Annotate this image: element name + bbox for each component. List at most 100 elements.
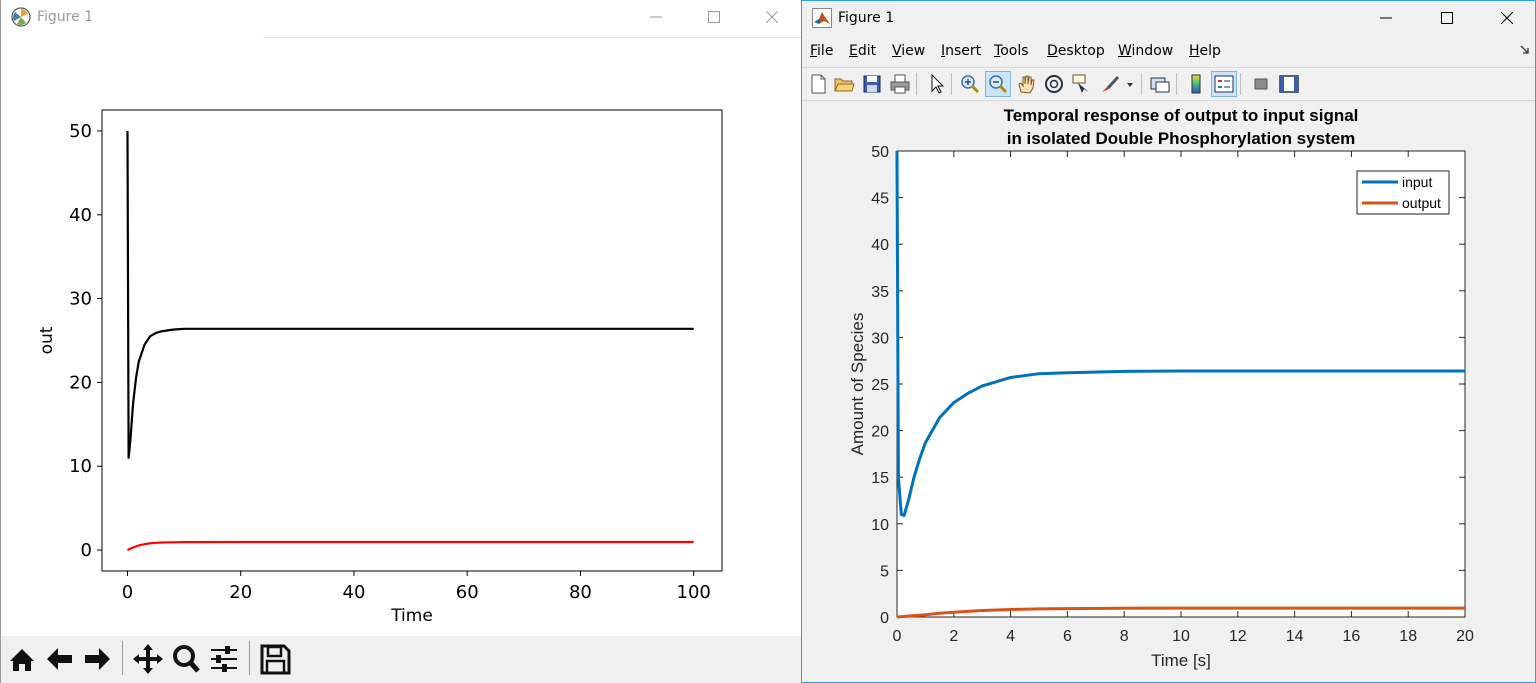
legend-label-input: input	[1402, 174, 1432, 190]
dock-arrow-icon[interactable]	[1520, 45, 1530, 55]
show-plot-tools-icon[interactable]	[1277, 72, 1301, 96]
y-tick-label: 20	[69, 372, 92, 393]
pan-move-icon	[133, 644, 163, 674]
brush-icon[interactable]	[1098, 72, 1122, 96]
y-tick-label: 30	[69, 289, 92, 310]
toolbar-separator	[1240, 73, 1241, 95]
series-line-output	[896, 606, 1465, 619]
new-figure-icon[interactable]	[806, 72, 830, 96]
minimize-icon	[1380, 17, 1392, 19]
back-button[interactable]	[43, 641, 77, 677]
x-axis-label: Time [s]	[1151, 651, 1211, 670]
x-tick-label: 60	[456, 582, 479, 603]
colorbar-icon[interactable]	[1184, 72, 1208, 96]
zoom-out-icon[interactable]	[985, 71, 1011, 97]
toolbar-separator	[916, 73, 917, 95]
right-line-chart: 0 2 4 6 8 10 12 14 16 18 20 0 5 10 15 20 25 30 35 40 45 50 Tem…	[848, 106, 1474, 670]
title-divider	[263, 37, 801, 38]
save-disk-icon	[260, 644, 291, 675]
x-tick-label: 16	[1343, 628, 1361, 645]
y-tick-label: 15	[871, 470, 889, 487]
configure-subplots-icon	[211, 646, 237, 672]
zoom-button[interactable]	[169, 641, 203, 677]
forward-button[interactable]	[80, 641, 114, 677]
toolbar-separator	[1176, 73, 1177, 95]
menu-tools[interactable]: Tools	[994, 43, 1029, 59]
y-tick-label: 0	[880, 610, 889, 627]
legend-frame	[1356, 170, 1450, 215]
maximize-icon	[1441, 12, 1453, 24]
series-line-1	[127, 540, 694, 552]
chart-title-line: in isolated Double Phosphorylation syste…	[1007, 129, 1356, 148]
y-tick-label: 25	[871, 377, 889, 394]
left-close-button[interactable]	[743, 0, 801, 34]
y-tick-label: 50	[871, 144, 889, 161]
open-file-icon[interactable]	[832, 72, 856, 96]
link-plot-icon[interactable]	[1148, 72, 1172, 96]
x-tick-label: 4	[1006, 628, 1015, 645]
y-tick-label: 30	[871, 330, 889, 347]
right-maximize-button[interactable]	[1418, 1, 1476, 35]
y-tick-label: 40	[871, 237, 889, 254]
legend-label-output: output	[1402, 195, 1441, 211]
edit-plot-arrow-icon[interactable]	[924, 72, 948, 96]
toolbar-separator	[249, 641, 250, 675]
home-button[interactable]	[5, 641, 39, 677]
matplotlib-toolbar	[1, 636, 802, 683]
configure-subplots-button[interactable]	[207, 641, 241, 677]
close-icon	[1501, 12, 1513, 24]
y-axis-label: Amount of Species	[848, 313, 867, 456]
x-tick-label: 14	[1286, 628, 1304, 645]
close-icon	[766, 11, 778, 23]
zoom-magnifier-icon	[173, 645, 200, 673]
pan-button[interactable]	[131, 641, 165, 677]
back-arrow-icon	[47, 648, 72, 670]
menu-insert[interactable]: Insert	[941, 43, 982, 59]
y-tick-label: 40	[69, 205, 92, 226]
maximize-icon	[708, 11, 720, 23]
menu-edit[interactable]: Edit	[849, 43, 877, 59]
x-tick-label: 2	[949, 628, 958, 645]
left-titlebar[interactable]: Figure 1	[1, 0, 801, 36]
brush-dropdown-icon[interactable]	[1124, 72, 1136, 96]
x-tick-label: 8	[1120, 628, 1129, 645]
minimize-icon	[650, 16, 662, 18]
left-maximize-button[interactable]	[685, 0, 743, 34]
y-tick-label: 35	[871, 284, 889, 301]
menu-view[interactable]: View	[892, 43, 926, 59]
y-tick-label: 10	[871, 517, 889, 534]
menu-desktop[interactable]: Desktop	[1047, 43, 1105, 59]
zoom-in-icon[interactable]	[958, 72, 982, 96]
right-close-button[interactable]	[1478, 1, 1536, 35]
forward-arrow-icon	[85, 648, 110, 670]
x-axis-label: Time	[390, 606, 433, 626]
matplotlib-figure-window: Figure 1 0 20 40 60 80 100 0 10 20 30 40 50 Time out	[0, 0, 802, 683]
print-icon[interactable]	[888, 72, 912, 96]
legend-icon[interactable]	[1211, 71, 1237, 97]
plot-area-frame	[101, 109, 723, 572]
x-tick-label: 18	[1399, 628, 1417, 645]
menu-bar: File Edit View Insert Tools Desktop Wind…	[802, 39, 1535, 63]
pan-hand-icon[interactable]	[1014, 72, 1038, 96]
data-cursor-icon[interactable]	[1070, 72, 1094, 96]
x-tick-label: 80	[569, 582, 592, 603]
toolbar-separator	[951, 73, 952, 95]
x-tick-label: 40	[343, 582, 366, 603]
right-minimize-button[interactable]	[1357, 1, 1415, 35]
toolbar-separator	[122, 641, 123, 675]
menu-file[interactable]: File	[810, 43, 834, 59]
menu-help[interactable]: Help	[1189, 43, 1221, 59]
x-tick-label: 6	[1063, 628, 1072, 645]
save-icon[interactable]	[860, 72, 884, 96]
hide-plot-tools-icon[interactable]	[1249, 72, 1273, 96]
rotate-3d-icon[interactable]	[1042, 72, 1066, 96]
series-line-0	[126, 130, 694, 459]
y-tick-label: 50	[69, 121, 92, 142]
y-tick-label: 0	[81, 540, 92, 561]
left-minimize-button[interactable]	[627, 0, 685, 34]
right-titlebar[interactable]: Figure 1	[802, 1, 1535, 37]
x-tick-label: 12	[1229, 628, 1247, 645]
save-figure-button[interactable]	[258, 641, 292, 677]
menu-window[interactable]: Window	[1118, 43, 1174, 59]
y-tick-label: 5	[880, 563, 889, 580]
